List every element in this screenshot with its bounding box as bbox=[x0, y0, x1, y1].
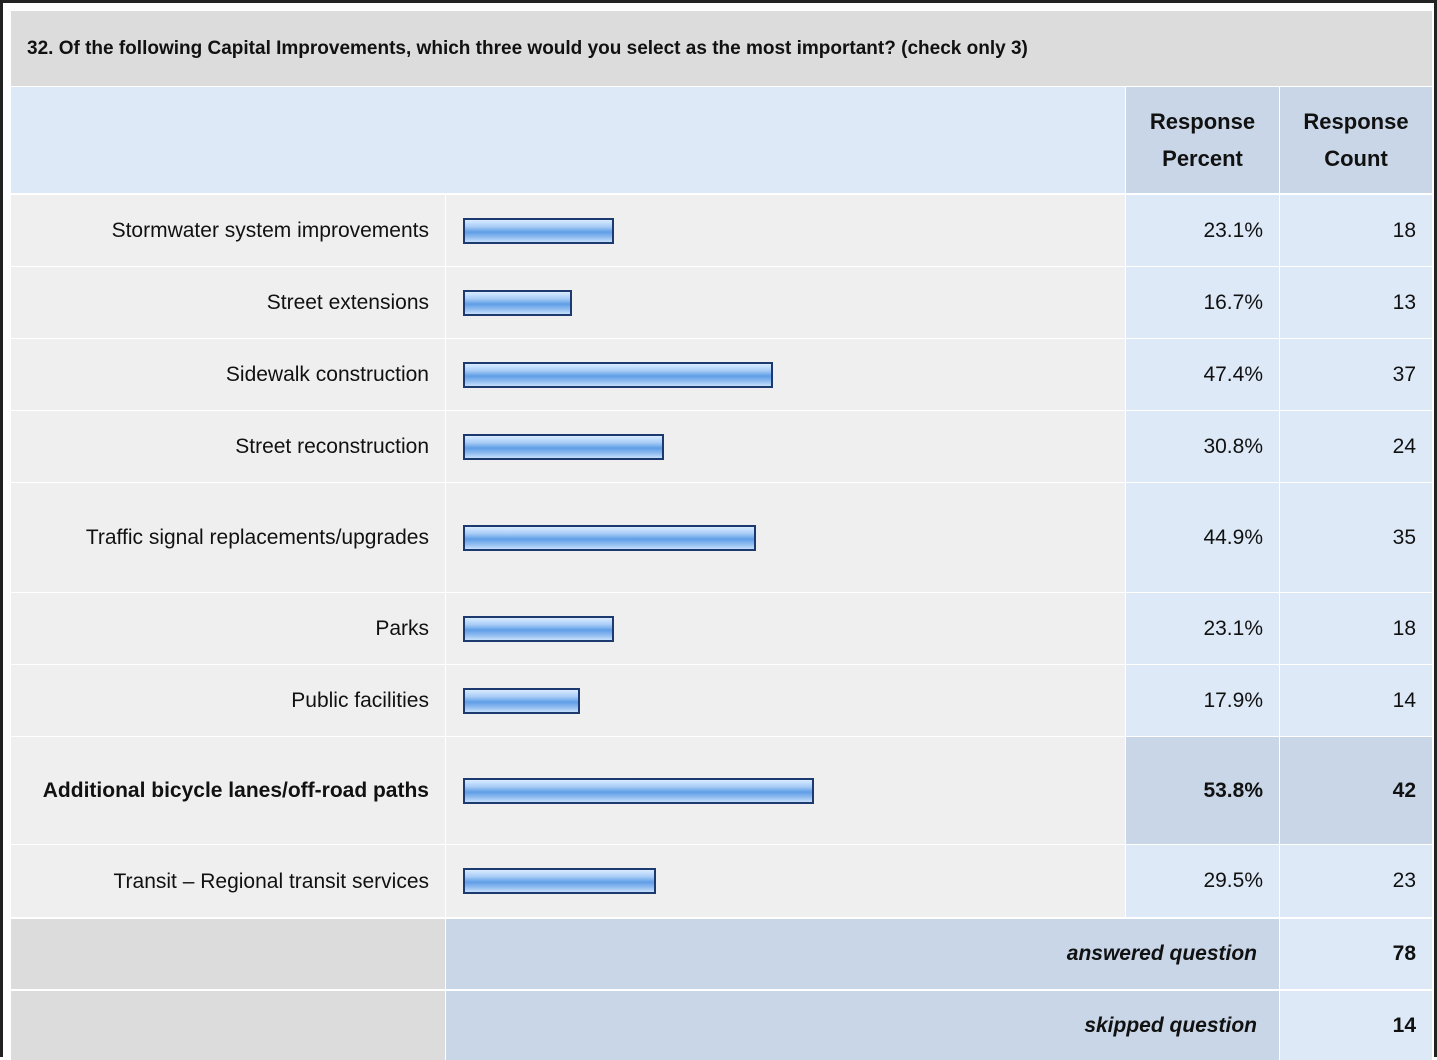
response-count: 18 bbox=[1280, 195, 1432, 266]
bar bbox=[463, 218, 614, 244]
category-label: Transit – Regional transit services bbox=[11, 845, 445, 917]
response-percent: 44.9% bbox=[1126, 483, 1279, 592]
bar bbox=[463, 434, 664, 460]
response-count: 23 bbox=[1280, 845, 1432, 917]
bar-cell bbox=[446, 737, 1125, 844]
response-count: 24 bbox=[1280, 411, 1432, 482]
footer-blank-answered bbox=[11, 919, 445, 989]
response-percent: 16.7% bbox=[1126, 267, 1279, 338]
bar-cell bbox=[446, 593, 1125, 664]
header-response-count: Response Count bbox=[1280, 87, 1432, 193]
bar-cell bbox=[446, 483, 1125, 592]
question-title: 32. Of the following Capital Improvement… bbox=[11, 11, 1432, 86]
response-count: 18 bbox=[1280, 593, 1432, 664]
category-label: Public facilities bbox=[11, 665, 445, 736]
category-label: Parks bbox=[11, 593, 445, 664]
answered-question-label: answered question bbox=[446, 919, 1279, 989]
response-count: 13 bbox=[1280, 267, 1432, 338]
response-count: 14 bbox=[1280, 665, 1432, 736]
skipped-question-label: skipped question bbox=[446, 991, 1279, 1060]
response-percent: 47.4% bbox=[1126, 339, 1279, 410]
response-percent: 23.1% bbox=[1126, 195, 1279, 266]
response-percent: 30.8% bbox=[1126, 411, 1279, 482]
category-label: Street reconstruction bbox=[11, 411, 445, 482]
answered-question-value: 78 bbox=[1280, 919, 1432, 989]
bar-cell bbox=[446, 665, 1125, 736]
bar-cell bbox=[446, 845, 1125, 917]
bar bbox=[463, 868, 656, 894]
category-label: Traffic signal replacements/upgrades bbox=[11, 483, 445, 592]
bar bbox=[463, 688, 580, 714]
bar bbox=[463, 362, 773, 388]
header-response-percent: Response Percent bbox=[1126, 87, 1279, 193]
skipped-question-value: 14 bbox=[1280, 991, 1432, 1060]
category-label: Stormwater system improvements bbox=[11, 195, 445, 266]
response-count: 35 bbox=[1280, 483, 1432, 592]
category-label: Street extensions bbox=[11, 267, 445, 338]
response-percent: 23.1% bbox=[1126, 593, 1279, 664]
bar bbox=[463, 290, 572, 316]
bar bbox=[463, 778, 814, 804]
category-label: Additional bicycle lanes/off-road paths bbox=[11, 737, 445, 844]
response-percent: 53.8% bbox=[1126, 737, 1279, 844]
bar bbox=[463, 616, 614, 642]
bar-cell bbox=[446, 339, 1125, 410]
response-count: 42 bbox=[1280, 737, 1432, 844]
bar-cell bbox=[446, 195, 1125, 266]
category-label: Sidewalk construction bbox=[11, 339, 445, 410]
bar-cell bbox=[446, 411, 1125, 482]
bar bbox=[463, 525, 756, 551]
bar-cell bbox=[446, 267, 1125, 338]
response-percent: 17.9% bbox=[1126, 665, 1279, 736]
response-percent: 29.5% bbox=[1126, 845, 1279, 917]
footer-blank-skipped bbox=[11, 991, 445, 1060]
response-count: 37 bbox=[1280, 339, 1432, 410]
header-blank bbox=[11, 87, 1125, 193]
